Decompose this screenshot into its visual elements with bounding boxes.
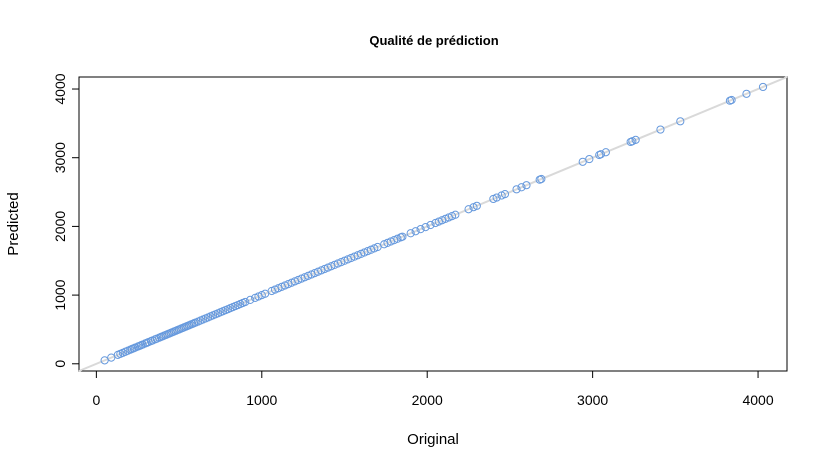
y-tick-label: 3000 [52, 142, 68, 173]
y-axis: 0 1000 2000 3000 4000 [52, 73, 80, 368]
data-point [426, 220, 435, 230]
x-tick-label: 3000 [577, 392, 608, 408]
data-point [241, 297, 250, 307]
data-point [512, 185, 521, 194]
data-point [601, 148, 610, 157]
x-axis: 0 1000 2000 3000 4000 [92, 370, 774, 408]
data-point [517, 183, 526, 192]
chart-title: Qualité de prédiction [369, 33, 498, 48]
data-point [492, 193, 501, 202]
data-point [585, 154, 594, 164]
y-tick-label: 0 [52, 360, 68, 368]
data-point [411, 227, 420, 236]
reference-line [78, 76, 788, 372]
data-point [727, 95, 736, 105]
data-points [100, 82, 768, 365]
y-tick-label: 2000 [52, 211, 68, 242]
data-point [421, 222, 430, 232]
data-point [416, 225, 425, 234]
data-point [472, 201, 481, 210]
data-point [758, 82, 768, 92]
y-tick-label: 1000 [52, 279, 68, 310]
data-point [676, 117, 685, 126]
data-point [398, 232, 407, 241]
data-point [451, 210, 460, 219]
x-tick-label: 2000 [412, 392, 443, 408]
y-axis-label: Predicted [5, 192, 22, 255]
data-point [464, 205, 473, 214]
data-point [537, 174, 546, 184]
data-point [246, 295, 255, 305]
data-point [522, 181, 531, 190]
data-point [500, 190, 510, 199]
data-point [406, 229, 415, 238]
x-tick-label: 0 [92, 392, 100, 408]
x-tick-label: 4000 [742, 392, 773, 408]
x-axis-label: Original [407, 431, 459, 448]
x-tick-label: 1000 [246, 392, 277, 408]
data-point [742, 89, 751, 98]
data-point [631, 135, 640, 144]
data-point [656, 125, 665, 134]
data-point [596, 150, 606, 159]
y-tick-label: 4000 [52, 73, 68, 104]
